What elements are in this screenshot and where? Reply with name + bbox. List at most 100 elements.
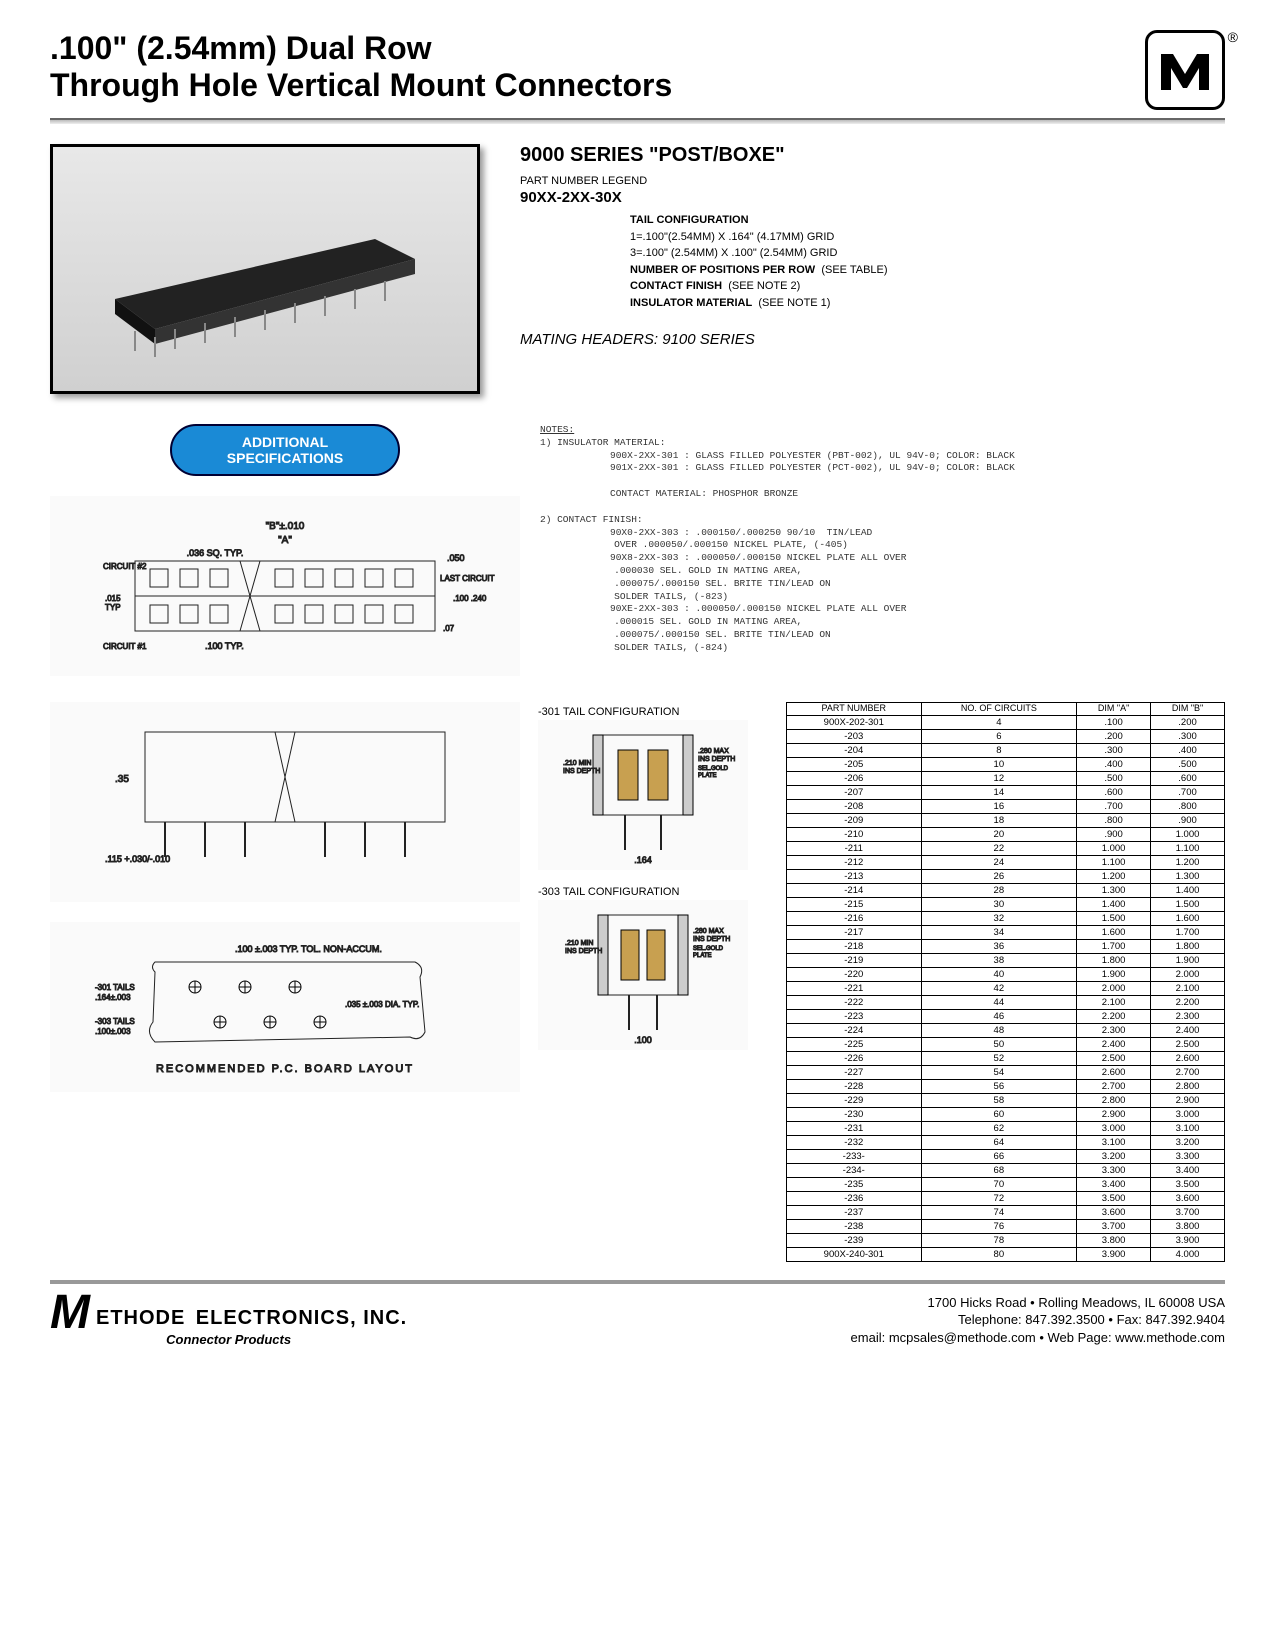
table-cell: 2.000 — [1151, 967, 1225, 981]
footer-company2: ELECTRONICS, INC. — [196, 1307, 407, 1329]
tail-303-diagram: .210 MININS DEPTH SEL.GOLDPLATE .280 MAX… — [538, 900, 748, 1050]
footer-email: email: mcpsales@methode.com • Web Page: … — [851, 1329, 1225, 1347]
table-cell: 1.600 — [1151, 911, 1225, 925]
pcb-layout-diagram: .100 ±.003 TYP. TOL. NON-ACCUM. -301 TAI… — [50, 922, 520, 1092]
table-cell: .600 — [1151, 771, 1225, 785]
table-row: -223462.2002.300 — [787, 1009, 1225, 1023]
table-cell: 1.500 — [1077, 911, 1151, 925]
table-row: -219381.8001.900 — [787, 953, 1225, 967]
table-cell: 1.400 — [1077, 897, 1151, 911]
svg-text:SEL.GOLD: SEL.GOLD — [698, 766, 729, 772]
table-cell: 3.900 — [1151, 1233, 1225, 1247]
table-cell: 48 — [921, 1023, 1077, 1037]
table-cell: 52 — [921, 1051, 1077, 1065]
table-cell: 6 — [921, 729, 1077, 743]
table-cell: -214 — [787, 883, 922, 897]
table-cell: 60 — [921, 1107, 1077, 1121]
table-row: -224482.3002.400 — [787, 1023, 1225, 1037]
table-cell: -229 — [787, 1093, 922, 1107]
table-cell: 1.700 — [1151, 925, 1225, 939]
tail-301-diagram: .210 MININS DEPTH SEL.GOLDPLATE .280 MAX… — [538, 720, 748, 870]
table-cell: -232 — [787, 1135, 922, 1149]
svg-text:TYP: TYP — [105, 603, 121, 612]
notes-block: NOTES: 1) INSULATOR MATERIAL: 900X-2XX-3… — [540, 424, 1225, 655]
table-cell: 76 — [921, 1219, 1077, 1233]
svg-text:.164±.003: .164±.003 — [95, 993, 131, 1002]
table-row: -215301.4001.500 — [787, 897, 1225, 911]
table-cell: 2.100 — [1077, 995, 1151, 1009]
table-cell: -238 — [787, 1219, 922, 1233]
svg-text:.280 MAX: .280 MAX — [693, 928, 724, 935]
footer-company: ETHODE — [96, 1307, 185, 1329]
table-cell: 3.500 — [1077, 1191, 1151, 1205]
footer-subtitle: Connector Products — [50, 1332, 407, 1347]
table-row: -212241.1001.200 — [787, 855, 1225, 869]
table-cell: 1.300 — [1151, 869, 1225, 883]
svg-text:.100 TYP.: .100 TYP. — [205, 641, 244, 651]
table-cell: 2.300 — [1151, 1009, 1225, 1023]
table-row: -227542.6002.700 — [787, 1065, 1225, 1079]
table-cell: 50 — [921, 1037, 1077, 1051]
svg-text:INS DEPTH: INS DEPTH — [565, 948, 602, 955]
legend-positions-desc: (SEE TABLE) — [821, 264, 887, 276]
table-cell: 20 — [921, 827, 1077, 841]
table-cell: 4 — [921, 715, 1077, 729]
table-cell: .400 — [1151, 743, 1225, 757]
table-cell: 26 — [921, 869, 1077, 883]
table-row: -217341.6001.700 — [787, 925, 1225, 939]
table-cell: 58 — [921, 1093, 1077, 1107]
table-cell: -218 — [787, 939, 922, 953]
table-cell: -236 — [787, 1191, 922, 1205]
table-row: -216321.5001.600 — [787, 911, 1225, 925]
table-cell: 2.800 — [1151, 1079, 1225, 1093]
svg-text:INS DEPTH: INS DEPTH — [698, 756, 735, 763]
table-cell: -228 — [787, 1079, 922, 1093]
table-cell: 1.100 — [1151, 841, 1225, 855]
table-cell: 3.900 — [1077, 1247, 1151, 1261]
table-cell: -226 — [787, 1051, 922, 1065]
table-cell: -225 — [787, 1037, 922, 1051]
footer-logo-m-icon: M — [50, 1296, 90, 1330]
svg-text:.115 +.030/-.010: .115 +.030/-.010 — [105, 854, 170, 864]
tail-303-label: -303 TAIL CONFIGURATION — [538, 886, 768, 898]
table-cell: 1.300 — [1077, 883, 1151, 897]
table-cell: -219 — [787, 953, 922, 967]
table-row: -2048.300.400 — [787, 743, 1225, 757]
table-cell: -210 — [787, 827, 922, 841]
table-cell: -216 — [787, 911, 922, 925]
table-cell: 1.900 — [1151, 953, 1225, 967]
table-cell: -211 — [787, 841, 922, 855]
table-cell: -221 — [787, 981, 922, 995]
table-cell: -239 — [787, 1233, 922, 1247]
table-row: -20612.500.600 — [787, 771, 1225, 785]
table-cell: 34 — [921, 925, 1077, 939]
table-cell: 3.800 — [1151, 1219, 1225, 1233]
table-cell: -231 — [787, 1121, 922, 1135]
table-cell: 80 — [921, 1247, 1077, 1261]
table-cell: 36 — [921, 939, 1077, 953]
table-row: -230602.9003.000 — [787, 1107, 1225, 1121]
svg-text:SEL.GOLD: SEL.GOLD — [693, 946, 724, 952]
table-row: -233-663.2003.300 — [787, 1149, 1225, 1163]
note1-a: 900X-2XX-301 : GLASS FILLED POLYESTER (P… — [610, 450, 1015, 461]
footer-address: 1700 Hicks Road • Rolling Meadows, IL 60… — [851, 1294, 1225, 1312]
table-cell: 2.000 — [1077, 981, 1151, 995]
svg-text:INS DEPTH: INS DEPTH — [693, 936, 730, 943]
additional-specs-button[interactable]: ADDITIONAL SPECIFICATIONS — [170, 424, 400, 476]
svg-text:PLATE: PLATE — [693, 953, 712, 959]
legend-finish-label: CONTACT FINISH — [630, 280, 722, 292]
table-cell: 3.000 — [1151, 1107, 1225, 1121]
table-cell: -203 — [787, 729, 922, 743]
svg-text:LAST CIRCUIT: LAST CIRCUIT — [440, 574, 495, 583]
table-cell: 3.100 — [1151, 1121, 1225, 1135]
svg-text:.035 ±.003 DIA. TYP.: .035 ±.003 DIA. TYP. — [345, 1000, 419, 1009]
table-cell: 66 — [921, 1149, 1077, 1163]
legend-positions-label: NUMBER OF POSITIONS PER ROW — [630, 264, 815, 276]
table-cell: 42 — [921, 981, 1077, 995]
company-logo: ® — [1145, 30, 1225, 110]
legend-insulator-label: INSULATOR MATERIAL — [630, 297, 752, 309]
table-cell: 8 — [921, 743, 1077, 757]
table-cell: -230 — [787, 1107, 922, 1121]
table-cell: -213 — [787, 869, 922, 883]
table-cell: 3.000 — [1077, 1121, 1151, 1135]
